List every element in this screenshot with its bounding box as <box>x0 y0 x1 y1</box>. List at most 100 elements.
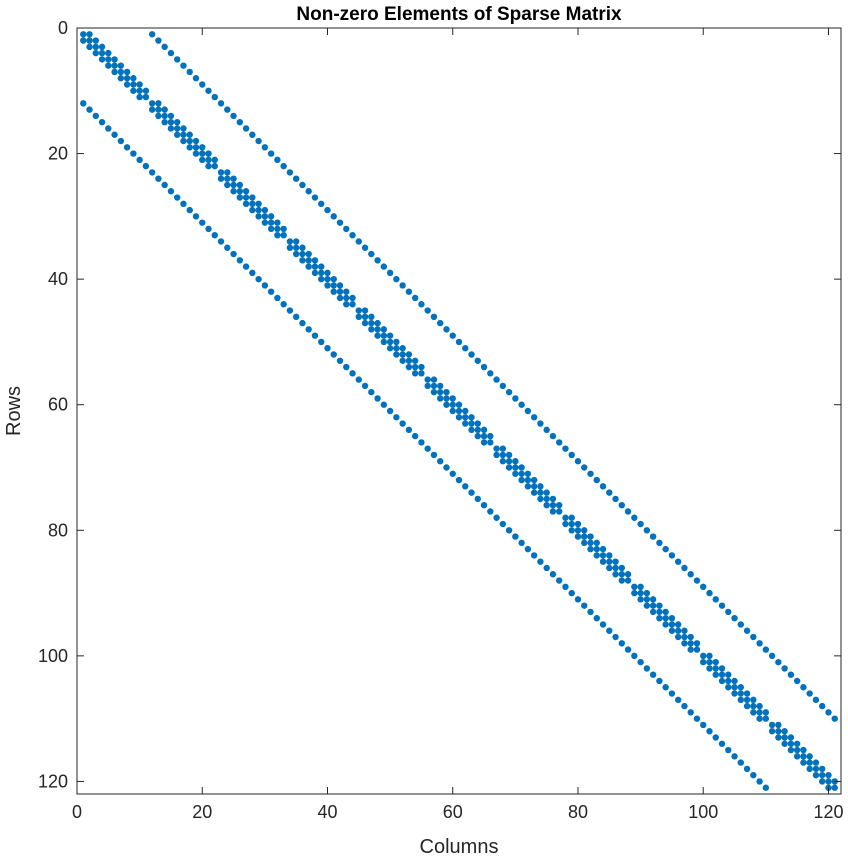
data-point <box>474 495 481 503</box>
data-point <box>549 508 557 515</box>
data-point <box>574 458 582 465</box>
data-point <box>136 93 143 101</box>
data-point <box>712 734 719 741</box>
data-point <box>324 269 331 277</box>
data-point <box>167 49 175 57</box>
data-point <box>712 671 719 678</box>
data-point <box>330 213 337 220</box>
data-point <box>324 206 331 214</box>
data-point <box>292 238 300 245</box>
data-point <box>324 275 331 283</box>
data-point <box>424 382 431 390</box>
data-point <box>374 319 381 327</box>
data-point <box>712 658 719 666</box>
data-point <box>405 351 413 358</box>
data-point <box>493 514 500 521</box>
data-point <box>618 501 626 509</box>
data-point <box>386 407 394 415</box>
data-point <box>468 420 475 427</box>
y-tick-label: 40 <box>48 269 68 289</box>
data-point <box>399 345 406 352</box>
data-point <box>92 49 99 57</box>
data-point <box>493 445 500 452</box>
data-point <box>612 571 619 578</box>
data-point <box>205 225 212 233</box>
data-point <box>499 382 507 390</box>
data-point <box>418 370 425 377</box>
data-point <box>631 652 638 660</box>
data-point <box>537 420 544 427</box>
data-point <box>549 432 557 440</box>
data-point <box>781 665 788 672</box>
data-point <box>612 558 619 565</box>
data-point <box>117 75 125 82</box>
data-point <box>305 326 312 333</box>
x-tick-label: 120 <box>813 802 843 822</box>
data-point <box>718 665 726 672</box>
data-point <box>217 238 225 245</box>
data-point <box>568 527 575 534</box>
data-point <box>681 633 688 641</box>
data-point <box>706 589 713 597</box>
data-point <box>568 451 575 459</box>
data-point <box>468 489 475 496</box>
data-point <box>725 746 732 754</box>
data-point <box>581 602 588 609</box>
data-point <box>336 282 344 289</box>
data-point <box>537 495 544 503</box>
data-point <box>530 476 538 484</box>
data-point <box>812 765 820 773</box>
data-point <box>180 131 187 138</box>
data-point <box>393 351 400 358</box>
data-point <box>574 533 582 540</box>
data-point <box>449 395 456 402</box>
data-point <box>249 131 256 138</box>
data-point <box>249 269 256 277</box>
data-point <box>474 432 481 440</box>
data-point <box>267 225 275 233</box>
data-point <box>750 709 757 716</box>
data-point <box>668 552 676 559</box>
y-tick-label: 20 <box>48 144 68 164</box>
data-point <box>205 150 212 157</box>
data-point <box>725 608 732 616</box>
data-point <box>437 458 444 465</box>
data-point <box>117 68 125 76</box>
data-point <box>480 363 488 371</box>
data-point <box>136 156 143 164</box>
data-point <box>656 615 663 622</box>
data-point <box>92 112 99 120</box>
data-point <box>668 690 676 697</box>
data-point <box>236 194 244 201</box>
data-point <box>199 219 206 226</box>
data-point <box>186 68 193 76</box>
data-point <box>349 232 356 239</box>
data-point <box>649 596 657 603</box>
data-point <box>687 633 694 641</box>
data-point <box>192 75 200 82</box>
y-tick-label: 0 <box>58 18 68 38</box>
data-point <box>380 401 388 408</box>
data-point <box>768 721 776 729</box>
data-point <box>399 282 406 289</box>
data-point <box>819 765 826 773</box>
data-point <box>556 439 563 446</box>
data-point <box>174 125 181 132</box>
data-point <box>612 633 619 641</box>
data-point <box>624 571 632 578</box>
data-point <box>718 671 726 678</box>
data-point <box>718 740 726 747</box>
data-point <box>462 483 469 490</box>
data-point <box>405 357 413 364</box>
data-point <box>637 589 644 597</box>
data-point <box>242 188 250 195</box>
data-point <box>637 658 644 666</box>
data-point <box>737 621 744 628</box>
data-point <box>148 169 156 176</box>
data-point <box>706 665 713 672</box>
data-point <box>731 615 738 622</box>
data-point <box>242 200 250 207</box>
data-point <box>455 476 463 484</box>
data-point <box>505 464 513 471</box>
data-point <box>674 633 682 641</box>
